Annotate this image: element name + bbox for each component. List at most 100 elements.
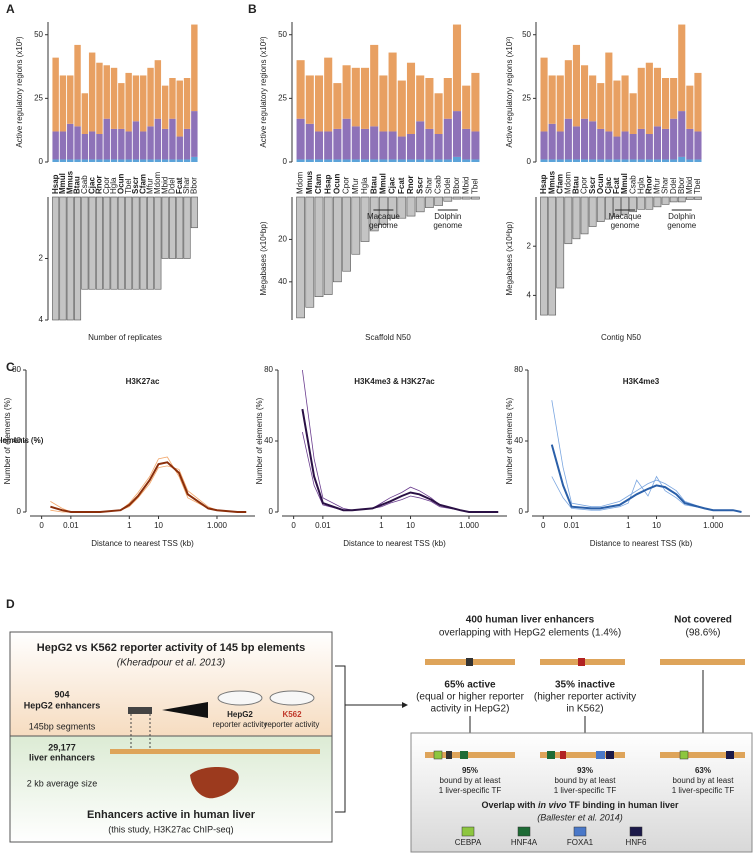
diagram: HepG2 vs K562 reporter activity of 145 b… [9, 615, 753, 853]
bar [677, 196, 686, 203]
bar [147, 196, 155, 290]
y-axis-label: Number of elements (%) [0, 436, 44, 445]
bar [342, 196, 351, 272]
x-tick-label: Cfam [138, 174, 147, 194]
x-tick-label: Bbor [189, 177, 198, 194]
bar-segment [471, 131, 480, 160]
enhancer-bar [425, 752, 515, 758]
bar [168, 196, 176, 259]
bar-segment [74, 44, 81, 127]
bar-segment [333, 83, 342, 129]
bar-segment [103, 65, 110, 119]
y-tick-label: 40 [278, 277, 287, 286]
bar-segment [110, 67, 118, 129]
bar-segment [645, 159, 653, 162]
bound-percent: 95% [462, 766, 478, 775]
tf-site [726, 751, 734, 759]
bar-segment [406, 134, 416, 160]
line [50, 456, 247, 513]
segment [128, 707, 152, 714]
bar [694, 196, 702, 200]
legend-swatch [629, 826, 643, 837]
bar-segment [305, 123, 314, 160]
y-tick-label: 0 [39, 157, 44, 166]
y-axis-label: Number of elements (%) [0, 436, 44, 445]
y-tick-label: 40 [514, 436, 523, 445]
x-tick-label: Fcat [397, 177, 406, 194]
bar [333, 196, 342, 283]
bar [132, 196, 140, 290]
bar-segment [462, 128, 471, 160]
bar-segment [140, 131, 147, 160]
x-tick-label: Mdom [563, 171, 572, 194]
x-tick-label: Tbel [471, 178, 480, 194]
bar [588, 196, 597, 227]
x-tick-label: Tbel [124, 178, 133, 194]
bar-segment [370, 126, 379, 160]
bar-segment [397, 80, 406, 137]
line [301, 408, 499, 513]
bar-segment [645, 134, 653, 160]
tf-site [679, 750, 689, 760]
bar-segment [52, 159, 59, 162]
x-tick-label: 1.000 [703, 521, 724, 530]
bar-segment [96, 62, 103, 134]
bar-segment [556, 75, 564, 132]
element [578, 658, 585, 666]
bar-segment [379, 159, 388, 162]
bar-segment [605, 131, 613, 160]
bar-segment [637, 128, 645, 160]
x-tick-label: Hgla [109, 177, 118, 194]
bar-segment [81, 134, 89, 160]
bar-segment [296, 60, 305, 119]
bound-note: 1 liver-specific TF [672, 786, 735, 795]
bar-segment [88, 52, 96, 132]
bar-segment [342, 65, 351, 119]
y-axis-label: Megabases (x10⁶bp) [505, 221, 514, 295]
citation: (this study, H3K27ac ChIP-seq) [108, 824, 233, 834]
x-tick-label: 10 [406, 521, 415, 530]
bar-segment [370, 44, 379, 127]
bar-segment [580, 65, 589, 119]
bar-segment [556, 159, 564, 162]
tf-site [433, 750, 443, 760]
x-tick-label: 0.01 [315, 521, 331, 530]
bar-segment [637, 67, 645, 129]
bar-segment [548, 75, 556, 124]
bar-segment [694, 159, 702, 162]
panel-label: B [248, 2, 257, 16]
y-tick-label: 2 [527, 241, 532, 250]
bar-segment [379, 131, 388, 160]
x-tick-label: 1.000 [207, 521, 228, 530]
x-tick-label: Mbid [160, 177, 169, 194]
bar-segment [96, 134, 103, 160]
y-tick-label: 2 [39, 254, 44, 263]
bound-note: bound by at least [673, 776, 735, 785]
bar-segment [540, 57, 548, 132]
bar-segment [169, 159, 176, 162]
x-tick-label: Sscr [415, 177, 424, 194]
y-tick-label: 0 [269, 507, 274, 516]
bar [661, 196, 670, 205]
active-note: activity in HepG2) [431, 704, 510, 715]
bar [556, 196, 565, 289]
bar-segment [605, 52, 613, 132]
x-tick-label: 1 [379, 521, 384, 530]
x-tick-label: Cjac [87, 177, 96, 194]
bar [154, 196, 162, 290]
y-tick-label: 50 [522, 30, 531, 39]
bar [621, 196, 629, 215]
dish-label: reporter activity [265, 720, 320, 729]
bar [548, 196, 557, 316]
bar-segment [314, 159, 324, 162]
box-title: Enhancers active in human liver [87, 809, 256, 821]
bar-segment [67, 159, 74, 162]
bar-segment [629, 159, 637, 162]
x-tick-label: Btau [369, 176, 378, 194]
bar-segment [637, 159, 645, 162]
x-tick-label: Cfam [314, 174, 323, 194]
x-tick-label: Ddel [443, 177, 452, 194]
bar-segment [629, 134, 637, 160]
bar-segment [125, 72, 132, 132]
x-tick-label: Cpor [342, 176, 351, 194]
